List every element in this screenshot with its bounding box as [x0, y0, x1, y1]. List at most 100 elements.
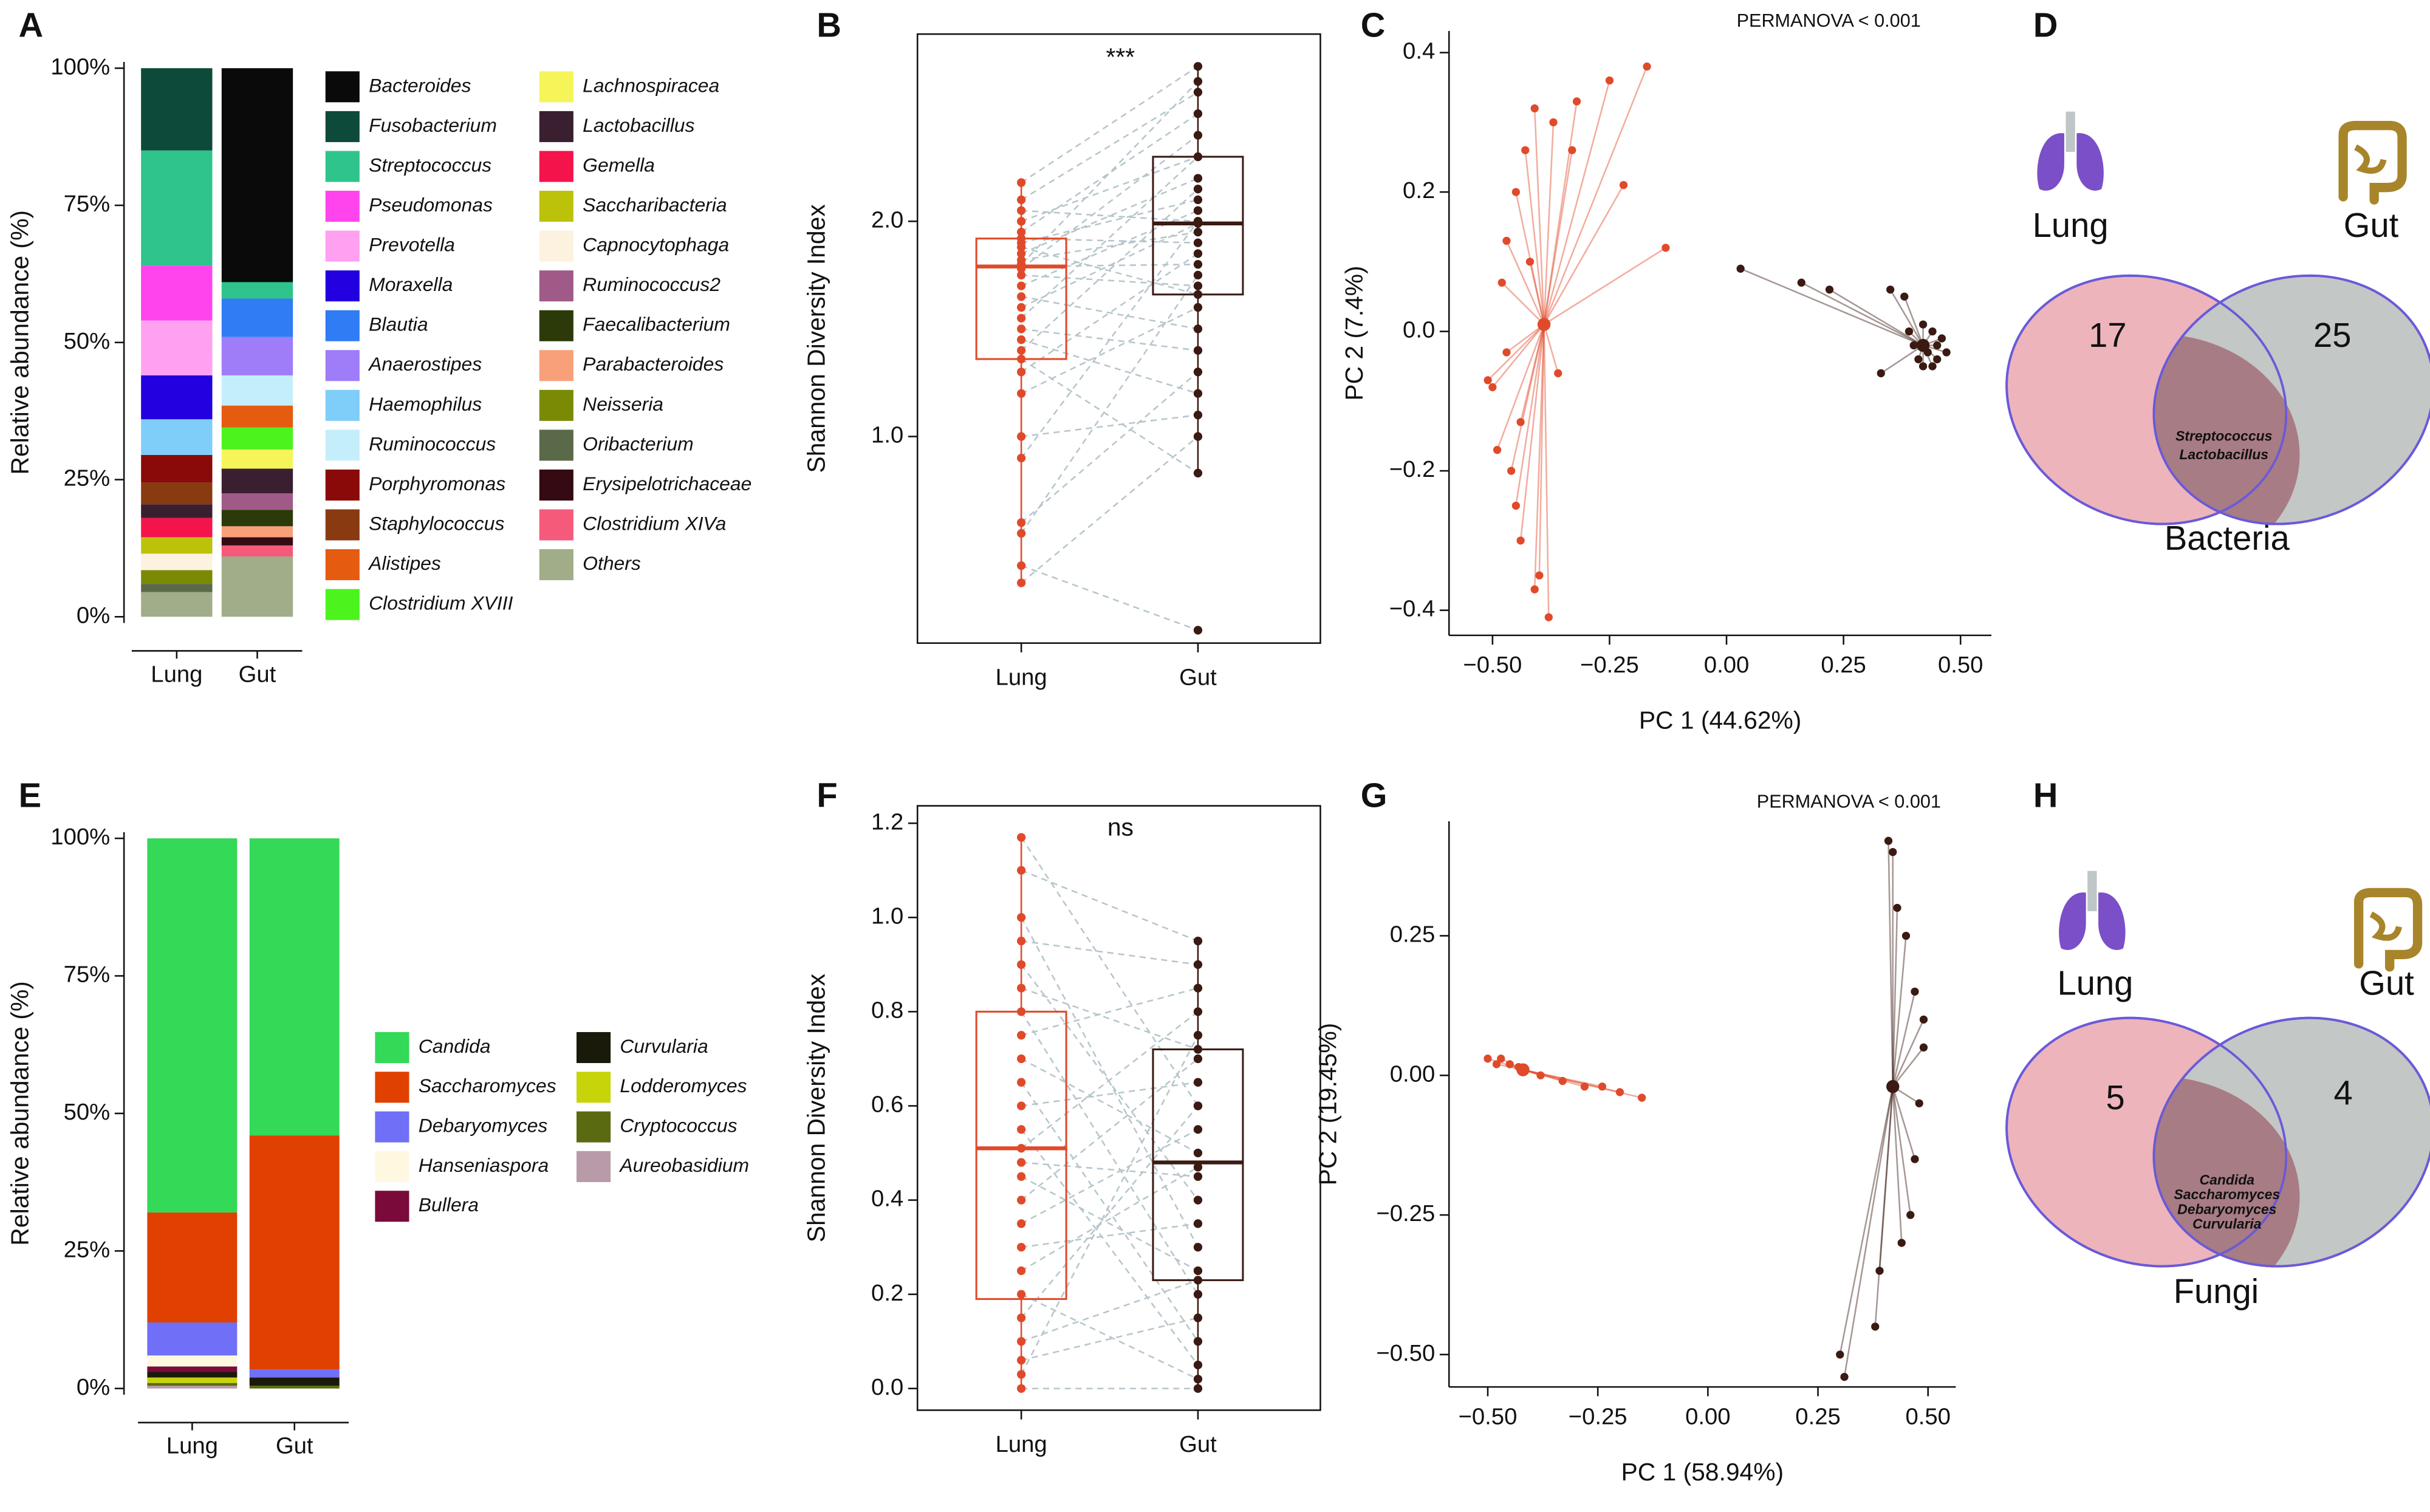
panel-letter: F: [816, 776, 837, 815]
spoke: [1892, 1086, 1916, 1160]
legend-label: Capnocytophaga: [583, 234, 729, 256]
y-tick-label: 2.0: [871, 207, 903, 233]
pair-line: [1021, 296, 1199, 330]
spoke: [1889, 289, 1924, 346]
y-tick-label: 25%: [64, 465, 111, 491]
pair-line: [1021, 1161, 1199, 1178]
point: [1493, 446, 1502, 454]
bar-segment: [141, 150, 213, 266]
y-tick-label: −0.4: [1389, 596, 1436, 622]
y-tick-label: −0.25: [1376, 1200, 1435, 1226]
pair-line: [1021, 987, 1199, 1036]
point: [1511, 188, 1520, 196]
point: [1605, 76, 1614, 85]
point: [1536, 1071, 1545, 1079]
plot-frame: [916, 33, 1321, 644]
y-tick-label: 0%: [77, 1374, 110, 1400]
legend-label: Neisseria: [583, 393, 663, 415]
point: [1535, 571, 1544, 580]
set-count: 25: [2313, 316, 2351, 354]
x-axis-label: PC 1 (44.62%): [1639, 706, 1802, 734]
point: [1193, 1101, 1203, 1110]
bar-segment: [221, 468, 293, 494]
point: [1193, 411, 1203, 420]
point: [1016, 913, 1026, 922]
point: [1016, 249, 1026, 258]
bar-segment: [221, 545, 293, 556]
x-tick-label: Lung: [996, 1431, 1047, 1457]
point: [1906, 1211, 1915, 1219]
point: [1193, 368, 1203, 377]
pair-line: [1021, 188, 1199, 351]
panel-letter: A: [19, 6, 44, 44]
spoke: [1522, 1069, 1585, 1087]
point: [1905, 327, 1914, 336]
point: [1016, 833, 1026, 842]
pair-line: [1021, 1223, 1199, 1248]
legend-swatch: [325, 589, 360, 620]
point: [1193, 290, 1203, 299]
bar-segment: [249, 838, 340, 1136]
panel-letter: B: [816, 6, 841, 44]
pair-line: [1021, 246, 1199, 296]
spoke: [1903, 296, 1924, 346]
bar-segment: [221, 282, 293, 299]
panel-letter: D: [2033, 6, 2058, 44]
bar-segment: [147, 1386, 238, 1389]
point: [1193, 1219, 1203, 1228]
y-tick-label: 0.6: [871, 1092, 903, 1118]
spoke: [1529, 261, 1545, 325]
bar-segment: [141, 570, 213, 584]
legend-swatch: [325, 469, 360, 501]
set-label: Gut: [2344, 206, 2399, 244]
point: [1643, 62, 1651, 71]
legend-label: Hanseniaspora: [419, 1154, 549, 1176]
legend-swatch: [325, 111, 360, 142]
bar-segment: [141, 419, 213, 455]
point: [1492, 1060, 1501, 1069]
spoke: [1543, 324, 1550, 618]
point: [1016, 1384, 1026, 1393]
legend-label: Pseudomonas: [369, 194, 493, 216]
point: [1193, 131, 1203, 140]
point: [1016, 368, 1026, 377]
bar-segment: [221, 375, 293, 406]
point: [1193, 1163, 1203, 1172]
legend-swatch: [325, 191, 360, 222]
point: [1193, 185, 1203, 194]
legend-label: Bacteroides: [369, 74, 471, 96]
bar-segment: [141, 320, 213, 375]
y-tick-label: 0%: [77, 602, 110, 628]
point: [1901, 931, 1911, 940]
point: [1193, 1031, 1203, 1040]
legend-label: Fusobacterium: [369, 114, 497, 136]
point: [1016, 1078, 1026, 1087]
pair-line: [1021, 1129, 1199, 1225]
x-tick-label: 0.00: [1685, 1403, 1730, 1429]
y-tick-label: 0.2: [1403, 177, 1435, 204]
pair-line: [1021, 338, 1199, 394]
y-axis-label: Relative abundance (%): [6, 981, 34, 1245]
legend-swatch: [325, 549, 360, 581]
point: [1598, 1082, 1607, 1091]
point: [1736, 264, 1745, 273]
x-tick-label: −0.50: [1459, 1403, 1518, 1429]
point: [1016, 1158, 1026, 1167]
shared-name: Saccharomyces: [2174, 1186, 2280, 1202]
legend-swatch: [325, 350, 360, 381]
bar-segment: [249, 1377, 340, 1386]
spoke: [1892, 1086, 1911, 1216]
point: [1871, 1322, 1880, 1331]
point: [1193, 1266, 1203, 1276]
pair-line: [1021, 306, 1199, 394]
pair-line: [1021, 156, 1199, 319]
point: [1928, 362, 1937, 371]
point: [1016, 324, 1026, 334]
legend-label: Lactobacillus: [583, 114, 694, 136]
point: [1911, 1155, 1919, 1163]
y-tick-label: 75%: [64, 962, 111, 988]
spoke: [1892, 1086, 1903, 1243]
point: [1193, 109, 1203, 118]
venn-title: Fungi: [2174, 1272, 2259, 1310]
gut-icon: [2353, 888, 2423, 972]
